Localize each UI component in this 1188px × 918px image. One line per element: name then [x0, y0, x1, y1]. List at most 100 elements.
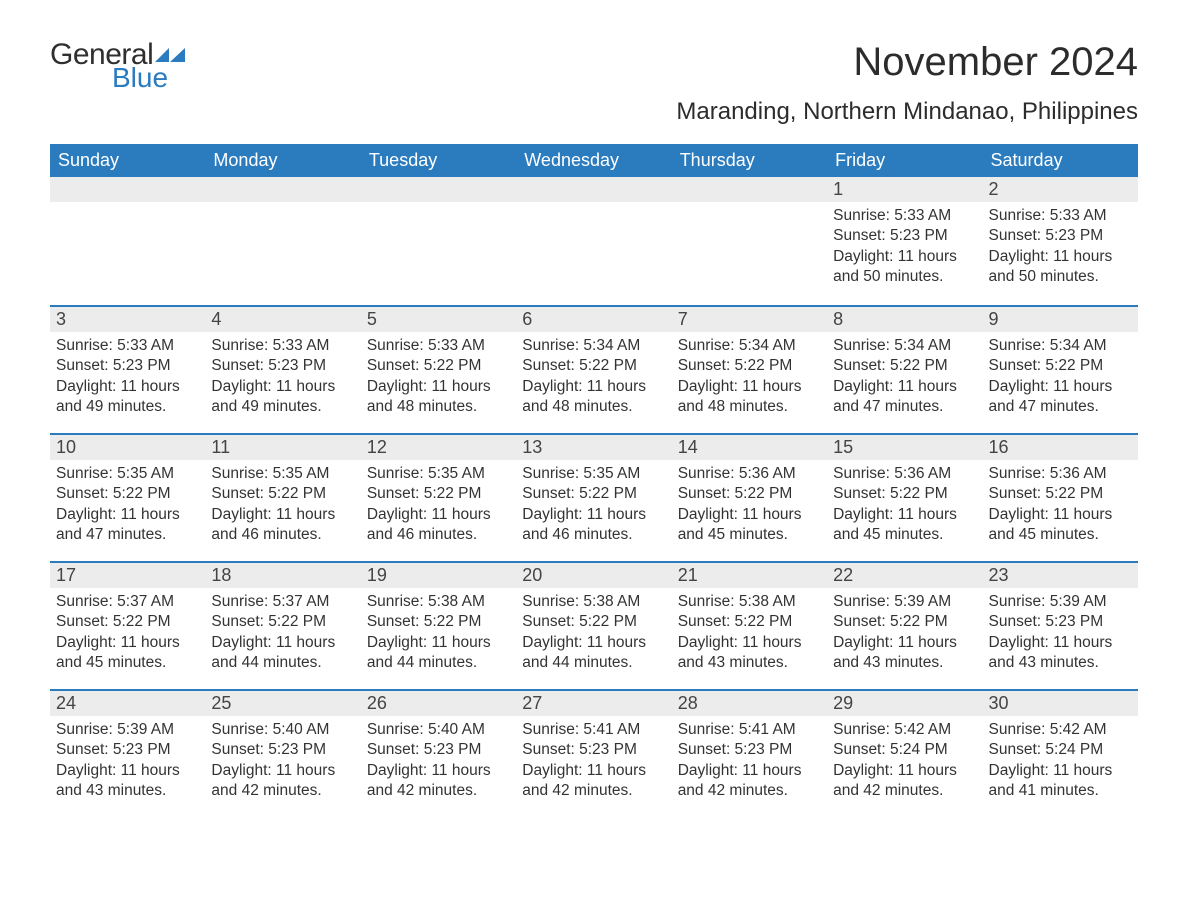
- day-details: Sunrise: 5:33 AMSunset: 5:23 PMDaylight:…: [827, 202, 982, 294]
- page-title: November 2024: [853, 40, 1138, 85]
- day-details: [516, 202, 671, 282]
- day-number: 26: [361, 689, 516, 716]
- calendar-day-cell: 17Sunrise: 5:37 AMSunset: 5:22 PMDayligh…: [50, 561, 205, 689]
- sunset-line: Sunset: 5:22 PM: [367, 356, 510, 376]
- daylight-line: Daylight: 11 hours and 42 minutes.: [678, 761, 821, 802]
- sunrise-line: Sunrise: 5:34 AM: [833, 336, 976, 356]
- sunrise-line: Sunrise: 5:35 AM: [522, 464, 665, 484]
- day-details: Sunrise: 5:40 AMSunset: 5:23 PMDaylight:…: [361, 716, 516, 808]
- brand-word-blue: Blue: [112, 64, 185, 92]
- day-number: 4: [205, 305, 360, 332]
- sunrise-line: Sunrise: 5:35 AM: [367, 464, 510, 484]
- day-number: [672, 177, 827, 202]
- sunset-line: Sunset: 5:22 PM: [989, 356, 1132, 376]
- daylight-line: Daylight: 11 hours and 50 minutes.: [989, 247, 1132, 288]
- daylight-line: Daylight: 11 hours and 43 minutes.: [989, 633, 1132, 674]
- sunset-line: Sunset: 5:23 PM: [211, 740, 354, 760]
- calendar-day-cell: 29Sunrise: 5:42 AMSunset: 5:24 PMDayligh…: [827, 689, 982, 817]
- day-number: 13: [516, 433, 671, 460]
- calendar-day-cell: 4Sunrise: 5:33 AMSunset: 5:23 PMDaylight…: [205, 305, 360, 433]
- day-number: 16: [983, 433, 1138, 460]
- sunset-line: Sunset: 5:23 PM: [678, 740, 821, 760]
- day-details: Sunrise: 5:34 AMSunset: 5:22 PMDaylight:…: [827, 332, 982, 424]
- day-details: [205, 202, 360, 282]
- day-number: 12: [361, 433, 516, 460]
- sunrise-line: Sunrise: 5:33 AM: [989, 206, 1132, 226]
- sunset-line: Sunset: 5:22 PM: [56, 484, 199, 504]
- day-details: Sunrise: 5:36 AMSunset: 5:22 PMDaylight:…: [672, 460, 827, 552]
- sunrise-line: Sunrise: 5:33 AM: [211, 336, 354, 356]
- calendar-day-cell: 30Sunrise: 5:42 AMSunset: 5:24 PMDayligh…: [983, 689, 1138, 817]
- sunset-line: Sunset: 5:23 PM: [833, 226, 976, 246]
- daylight-line: Daylight: 11 hours and 47 minutes.: [56, 505, 199, 546]
- day-number: 8: [827, 305, 982, 332]
- weekday-header: Wednesday: [516, 144, 671, 177]
- sunrise-line: Sunrise: 5:41 AM: [522, 720, 665, 740]
- day-details: Sunrise: 5:33 AMSunset: 5:23 PMDaylight:…: [983, 202, 1138, 294]
- sunrise-line: Sunrise: 5:34 AM: [678, 336, 821, 356]
- weekday-header-row: SundayMondayTuesdayWednesdayThursdayFrid…: [50, 144, 1138, 177]
- sunrise-line: Sunrise: 5:42 AM: [989, 720, 1132, 740]
- calendar-day-cell: 9Sunrise: 5:34 AMSunset: 5:22 PMDaylight…: [983, 305, 1138, 433]
- calendar-day-cell: [672, 177, 827, 305]
- daylight-line: Daylight: 11 hours and 44 minutes.: [211, 633, 354, 674]
- sunset-line: Sunset: 5:22 PM: [678, 612, 821, 632]
- brand-logo: General Blue: [50, 40, 185, 92]
- sunrise-line: Sunrise: 5:40 AM: [211, 720, 354, 740]
- day-details: Sunrise: 5:35 AMSunset: 5:22 PMDaylight:…: [205, 460, 360, 552]
- day-details: Sunrise: 5:37 AMSunset: 5:22 PMDaylight:…: [205, 588, 360, 680]
- daylight-line: Daylight: 11 hours and 45 minutes.: [678, 505, 821, 546]
- day-number: 29: [827, 689, 982, 716]
- sunset-line: Sunset: 5:22 PM: [678, 484, 821, 504]
- sunrise-line: Sunrise: 5:35 AM: [56, 464, 199, 484]
- calendar-day-cell: 26Sunrise: 5:40 AMSunset: 5:23 PMDayligh…: [361, 689, 516, 817]
- weekday-header: Friday: [827, 144, 982, 177]
- day-number: 18: [205, 561, 360, 588]
- day-number: 24: [50, 689, 205, 716]
- day-number: 19: [361, 561, 516, 588]
- sunrise-line: Sunrise: 5:38 AM: [678, 592, 821, 612]
- calendar-day-cell: 22Sunrise: 5:39 AMSunset: 5:22 PMDayligh…: [827, 561, 982, 689]
- sunrise-line: Sunrise: 5:39 AM: [833, 592, 976, 612]
- calendar-week-row: 24Sunrise: 5:39 AMSunset: 5:23 PMDayligh…: [50, 689, 1138, 817]
- day-details: Sunrise: 5:36 AMSunset: 5:22 PMDaylight:…: [983, 460, 1138, 552]
- daylight-line: Daylight: 11 hours and 44 minutes.: [367, 633, 510, 674]
- day-number: 9: [983, 305, 1138, 332]
- daylight-line: Daylight: 11 hours and 42 minutes.: [833, 761, 976, 802]
- day-number: 5: [361, 305, 516, 332]
- day-number: 1: [827, 177, 982, 202]
- day-details: Sunrise: 5:38 AMSunset: 5:22 PMDaylight:…: [516, 588, 671, 680]
- daylight-line: Daylight: 11 hours and 46 minutes.: [211, 505, 354, 546]
- daylight-line: Daylight: 11 hours and 45 minutes.: [989, 505, 1132, 546]
- calendar-day-cell: [205, 177, 360, 305]
- day-details: Sunrise: 5:33 AMSunset: 5:23 PMDaylight:…: [205, 332, 360, 424]
- day-details: [361, 202, 516, 282]
- day-details: Sunrise: 5:39 AMSunset: 5:22 PMDaylight:…: [827, 588, 982, 680]
- calendar-day-cell: 11Sunrise: 5:35 AMSunset: 5:22 PMDayligh…: [205, 433, 360, 561]
- sunset-line: Sunset: 5:22 PM: [367, 612, 510, 632]
- sunset-line: Sunset: 5:24 PM: [989, 740, 1132, 760]
- daylight-line: Daylight: 11 hours and 46 minutes.: [522, 505, 665, 546]
- header-row: General Blue November 2024: [50, 40, 1138, 92]
- day-details: [672, 202, 827, 282]
- calendar-day-cell: 6Sunrise: 5:34 AMSunset: 5:22 PMDaylight…: [516, 305, 671, 433]
- sunset-line: Sunset: 5:22 PM: [56, 612, 199, 632]
- weekday-header: Saturday: [983, 144, 1138, 177]
- brand-triangle-icon: [155, 44, 185, 64]
- weekday-header: Thursday: [672, 144, 827, 177]
- calendar-head: SundayMondayTuesdayWednesdayThursdayFrid…: [50, 144, 1138, 177]
- day-details: Sunrise: 5:42 AMSunset: 5:24 PMDaylight:…: [827, 716, 982, 808]
- sunset-line: Sunset: 5:22 PM: [989, 484, 1132, 504]
- calendar-day-cell: 19Sunrise: 5:38 AMSunset: 5:22 PMDayligh…: [361, 561, 516, 689]
- daylight-line: Daylight: 11 hours and 44 minutes.: [522, 633, 665, 674]
- day-details: Sunrise: 5:35 AMSunset: 5:22 PMDaylight:…: [50, 460, 205, 552]
- day-number: 27: [516, 689, 671, 716]
- weekday-header: Monday: [205, 144, 360, 177]
- weekday-header: Tuesday: [361, 144, 516, 177]
- calendar-table: SundayMondayTuesdayWednesdayThursdayFrid…: [50, 144, 1138, 817]
- day-number: 15: [827, 433, 982, 460]
- day-number: 10: [50, 433, 205, 460]
- sunrise-line: Sunrise: 5:34 AM: [522, 336, 665, 356]
- daylight-line: Daylight: 11 hours and 48 minutes.: [367, 377, 510, 418]
- daylight-line: Daylight: 11 hours and 49 minutes.: [211, 377, 354, 418]
